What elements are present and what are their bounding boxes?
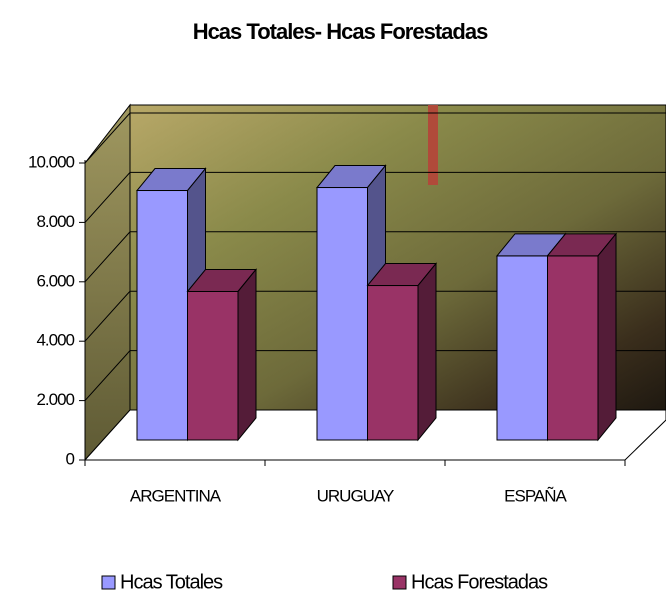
bar-front bbox=[316, 187, 368, 441]
y-tick-label: 0 bbox=[66, 449, 75, 468]
bar-side bbox=[417, 262, 437, 442]
chart-title: Hcas Totales- Hcas Forestadas bbox=[193, 19, 488, 44]
y-tick-label: 4.000 bbox=[36, 331, 74, 350]
legend-label: Hcas Totales bbox=[120, 571, 223, 593]
bar-front bbox=[367, 285, 419, 441]
y-tick-label: 2.000 bbox=[36, 390, 74, 409]
legend-swatch bbox=[101, 575, 116, 590]
legend-label: Hcas Forestadas bbox=[411, 571, 548, 593]
bar-front bbox=[136, 190, 188, 441]
grid-line bbox=[84, 350, 666, 401]
grid-line bbox=[84, 231, 666, 283]
photo-detail bbox=[428, 105, 438, 185]
grid-line bbox=[84, 112, 666, 164]
bar-side bbox=[597, 232, 617, 442]
side-wall bbox=[84, 103, 131, 462]
x-tick-label: ESPAÑA bbox=[504, 486, 567, 505]
y-tick-label: 10.000 bbox=[28, 152, 75, 171]
grid-line bbox=[84, 290, 666, 342]
legend-swatch bbox=[392, 575, 407, 590]
y-tick-label: 6.000 bbox=[36, 271, 74, 290]
grid-line bbox=[84, 171, 666, 223]
bar-front bbox=[496, 255, 548, 441]
x-tick-label: URUGUAY bbox=[317, 486, 394, 505]
bar-side bbox=[237, 268, 257, 442]
bar-front bbox=[547, 255, 599, 441]
y-tick-label: 8.000 bbox=[36, 212, 74, 231]
x-tick-label: ARGENTINA bbox=[130, 486, 222, 505]
bar-front bbox=[187, 291, 239, 441]
